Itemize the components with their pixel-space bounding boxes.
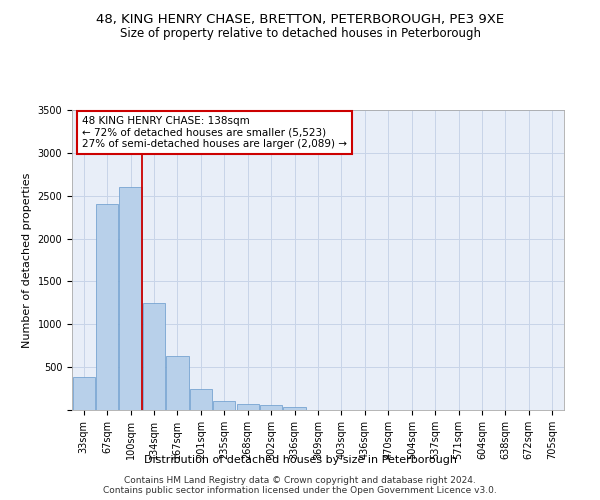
Bar [283,406,305,410]
Bar [119,187,142,410]
Bar [96,204,118,410]
Text: Size of property relative to detached houses in Peterborough: Size of property relative to detached ho… [119,28,481,40]
Text: Distribution of detached houses by size in Peterborough: Distribution of detached houses by size … [143,455,457,465]
Bar [260,406,282,410]
Text: 48, KING HENRY CHASE, BRETTON, PETERBOROUGH, PE3 9XE: 48, KING HENRY CHASE, BRETTON, PETERBORO… [96,12,504,26]
Y-axis label: Number of detached properties: Number of detached properties [22,172,32,348]
Bar [73,378,95,410]
Bar [236,404,259,410]
Text: Contains HM Land Registry data © Crown copyright and database right 2024.
Contai: Contains HM Land Registry data © Crown c… [103,476,497,495]
Bar [166,356,188,410]
Text: 48 KING HENRY CHASE: 138sqm
← 72% of detached houses are smaller (5,523)
27% of : 48 KING HENRY CHASE: 138sqm ← 72% of det… [82,116,347,149]
Bar [213,402,235,410]
Bar [190,388,212,410]
Bar [143,303,165,410]
